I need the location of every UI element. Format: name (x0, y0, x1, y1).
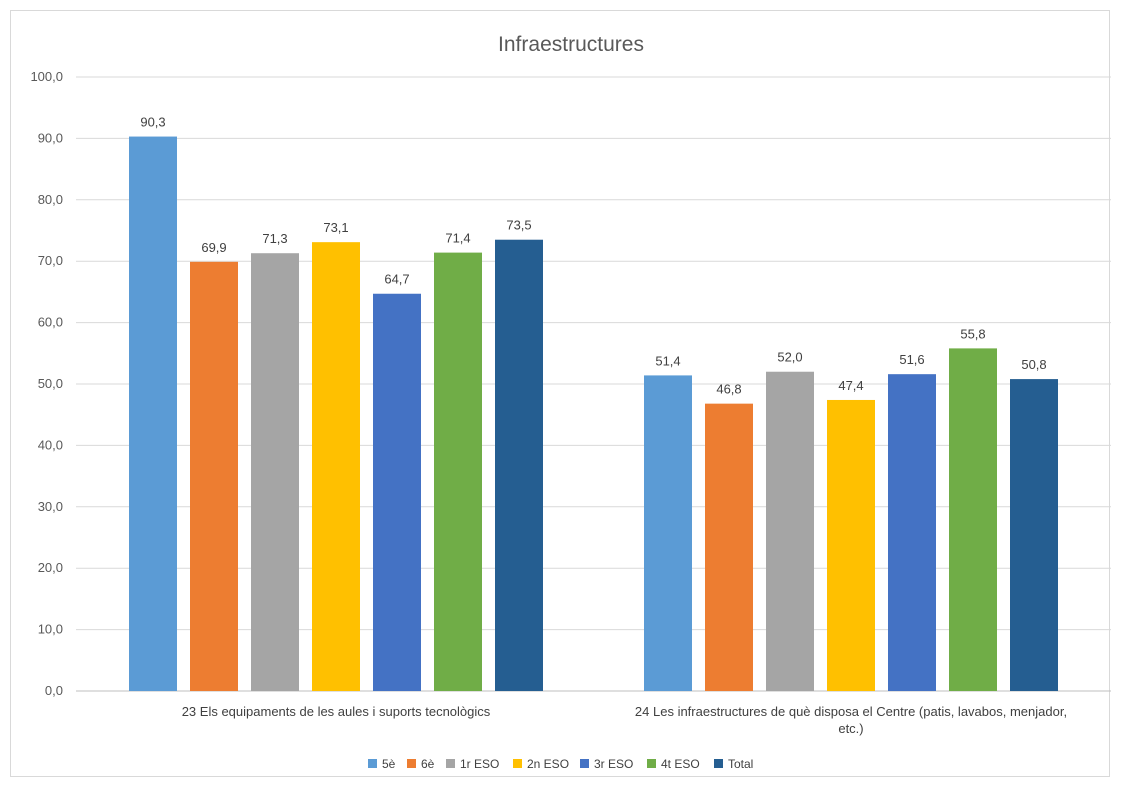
legend-label: 4t ESO (661, 757, 700, 771)
data-label: 50,8 (1021, 357, 1046, 372)
bar-chart: Infraestructures 0,0 10,0 20,0 30,0 40,0 50,0… (30, 33, 1111, 771)
data-label: 73,5 (506, 218, 531, 233)
chart-frame: Infraestructures 0,0 10,0 20,0 30,0 40,0 50,0… (10, 10, 1111, 777)
legend-label: 6è (421, 757, 435, 771)
legend-swatch (580, 759, 589, 768)
bar (644, 375, 692, 691)
legend-swatch (714, 759, 723, 768)
data-label: 73,1 (323, 220, 348, 235)
x-category-label: etc.) (838, 721, 863, 736)
legend-swatch (647, 759, 656, 768)
bar (434, 252, 482, 691)
bar (312, 242, 360, 691)
bar (251, 253, 299, 691)
y-tick-label: 70,0 (38, 253, 63, 268)
y-tick-label: 30,0 (38, 499, 63, 514)
y-axis: 0,0 10,0 20,0 30,0 40,0 50,0 60,0 70,0 80,0 90,0 1… (30, 69, 63, 698)
data-label: 51,4 (655, 353, 680, 368)
y-tick-label: 90,0 (38, 130, 63, 145)
y-tick-label: 20,0 (38, 560, 63, 575)
legend-label: 3r ESO (594, 757, 633, 771)
bar (495, 239, 543, 691)
y-tick-label: 80,0 (38, 192, 63, 207)
data-label: 71,3 (262, 231, 287, 246)
y-tick-label: 60,0 (38, 315, 63, 330)
bars (129, 136, 1058, 692)
bar (129, 136, 177, 692)
legend-swatch (513, 759, 522, 768)
legend-label: 5è (382, 757, 396, 771)
bar (766, 371, 814, 691)
chart-title: Infraestructures (498, 33, 644, 56)
x-category-label: 23 Els equipaments de les aules i suport… (182, 704, 491, 719)
y-tick-label: 10,0 (38, 622, 63, 637)
bar (190, 261, 238, 691)
data-label: 46,8 (716, 382, 741, 397)
bar (373, 293, 421, 691)
data-labels: 90,3 51,4 69,9 46,8 71,3 52,0 73,1 47,4 64,7 51,6… (140, 115, 1046, 397)
y-tick-label: 50,0 (38, 376, 63, 391)
gridlines (76, 76, 1111, 692)
data-label: 64,7 (384, 272, 409, 287)
legend-label: 2n ESO (527, 757, 569, 771)
legend-swatch (407, 759, 416, 768)
data-label: 51,6 (899, 352, 924, 367)
legend-swatch (446, 759, 455, 768)
legend-label: 1r ESO (460, 757, 499, 771)
bar (827, 399, 875, 691)
bar (1010, 379, 1058, 691)
x-category-label: 24 Les infraestructures de què disposa e… (635, 704, 1067, 719)
legend-label: Total (728, 757, 753, 771)
legend: 5è 6è 1r ESO 2n ESO 3r ESO 4t ESO Total (368, 757, 753, 771)
y-tick-label: 100,0 (30, 69, 63, 84)
legend-swatch (368, 759, 377, 768)
data-label: 90,3 (140, 115, 165, 130)
data-label: 69,9 (201, 240, 226, 255)
data-label: 47,4 (838, 378, 863, 393)
data-label: 55,8 (960, 326, 985, 341)
bar (888, 374, 936, 691)
y-tick-label: 0,0 (45, 683, 63, 698)
data-label: 71,4 (445, 231, 470, 246)
data-label: 52,0 (777, 350, 802, 365)
bar (705, 403, 753, 691)
bar (949, 348, 997, 691)
y-tick-label: 40,0 (38, 437, 63, 452)
x-axis: 23 Els equipaments de les aules i suport… (182, 704, 1067, 736)
